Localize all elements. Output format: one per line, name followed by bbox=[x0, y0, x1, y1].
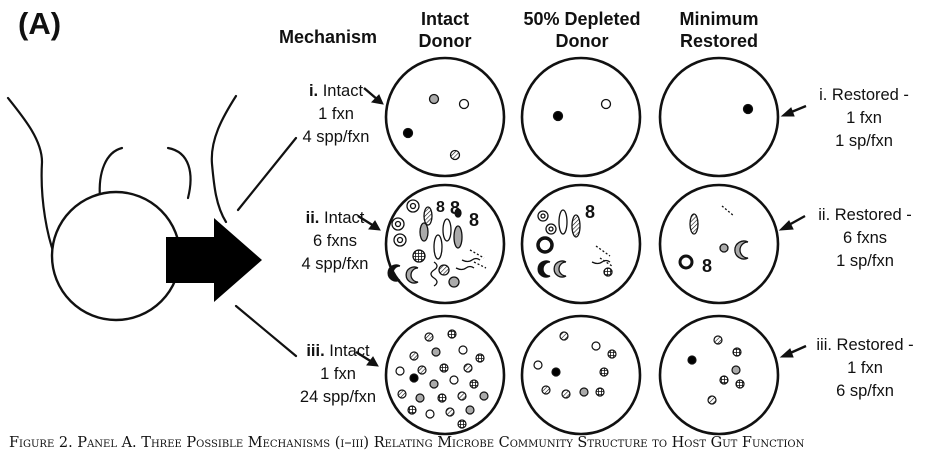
label-arrow-left-row1 bbox=[363, 87, 384, 105]
microbe bbox=[402, 127, 414, 139]
svg-text:8: 8 bbox=[702, 256, 712, 276]
label-arrow-left-row3 bbox=[355, 350, 379, 367]
microbe bbox=[449, 149, 461, 161]
column-header-depleted: 50% Depleted Donor bbox=[523, 9, 641, 51]
svg-text:8: 8 bbox=[469, 210, 479, 230]
row-label-restored-i: i. Restored - 1 fxn 1 sp/fxn bbox=[819, 86, 909, 150]
row-label-mechanism-ii: ii. Intact 6 fxns 4 spp/fxn bbox=[301, 209, 369, 273]
microbe bbox=[458, 98, 470, 110]
community-intact-row2 bbox=[384, 183, 506, 305]
row-label-restored-iii: iii. Restored - 1 fxn 6 sp/fxn bbox=[816, 336, 914, 400]
community-restored-row1 bbox=[658, 56, 780, 178]
row-label-mechanism-i: i. Intact 1 fxn 4 spp/fxn bbox=[302, 82, 370, 146]
torso-outline bbox=[6, 96, 62, 270]
connector-line-bottom bbox=[234, 304, 298, 358]
column-header-intact: Intact Donor bbox=[418, 9, 472, 51]
big-arrow bbox=[166, 218, 262, 302]
row-label-restored-ii: ii. Restored - 6 fxns 1 sp/fxn bbox=[818, 206, 912, 270]
community-depleted-row1 bbox=[520, 56, 642, 178]
row-label-mechanism-iii: iii. Intact 1 fxn 24 spp/fxn bbox=[299, 342, 377, 406]
label-arrow-right-row3 bbox=[779, 344, 807, 358]
connector-line-top bbox=[236, 136, 298, 212]
community-intact-row3 bbox=[384, 314, 506, 436]
figure-caption: Figure 2. Panel A. Three Possible Mechan… bbox=[9, 435, 805, 451]
microbe bbox=[428, 93, 440, 105]
svg-text:8: 8 bbox=[450, 198, 460, 218]
label-arrow-right-row2 bbox=[778, 214, 806, 231]
panel-label: (A) bbox=[18, 6, 62, 41]
svg-text:8: 8 bbox=[585, 202, 595, 222]
community-restored-row3 bbox=[658, 314, 780, 436]
svg-text:8: 8 bbox=[436, 199, 445, 216]
column-header-restored: Minimum Restored bbox=[679, 9, 759, 51]
community-intact-row1 bbox=[384, 56, 506, 178]
community-restored-row2 bbox=[658, 183, 780, 305]
community-depleted-row3 bbox=[520, 314, 642, 436]
microbe bbox=[600, 98, 612, 110]
label-arrow-right-row1 bbox=[780, 104, 807, 117]
column-header-mechanism: Mechanism bbox=[278, 27, 378, 47]
label-arrow-left-row2 bbox=[357, 214, 381, 231]
microbe bbox=[742, 103, 754, 115]
microbe bbox=[552, 110, 564, 122]
